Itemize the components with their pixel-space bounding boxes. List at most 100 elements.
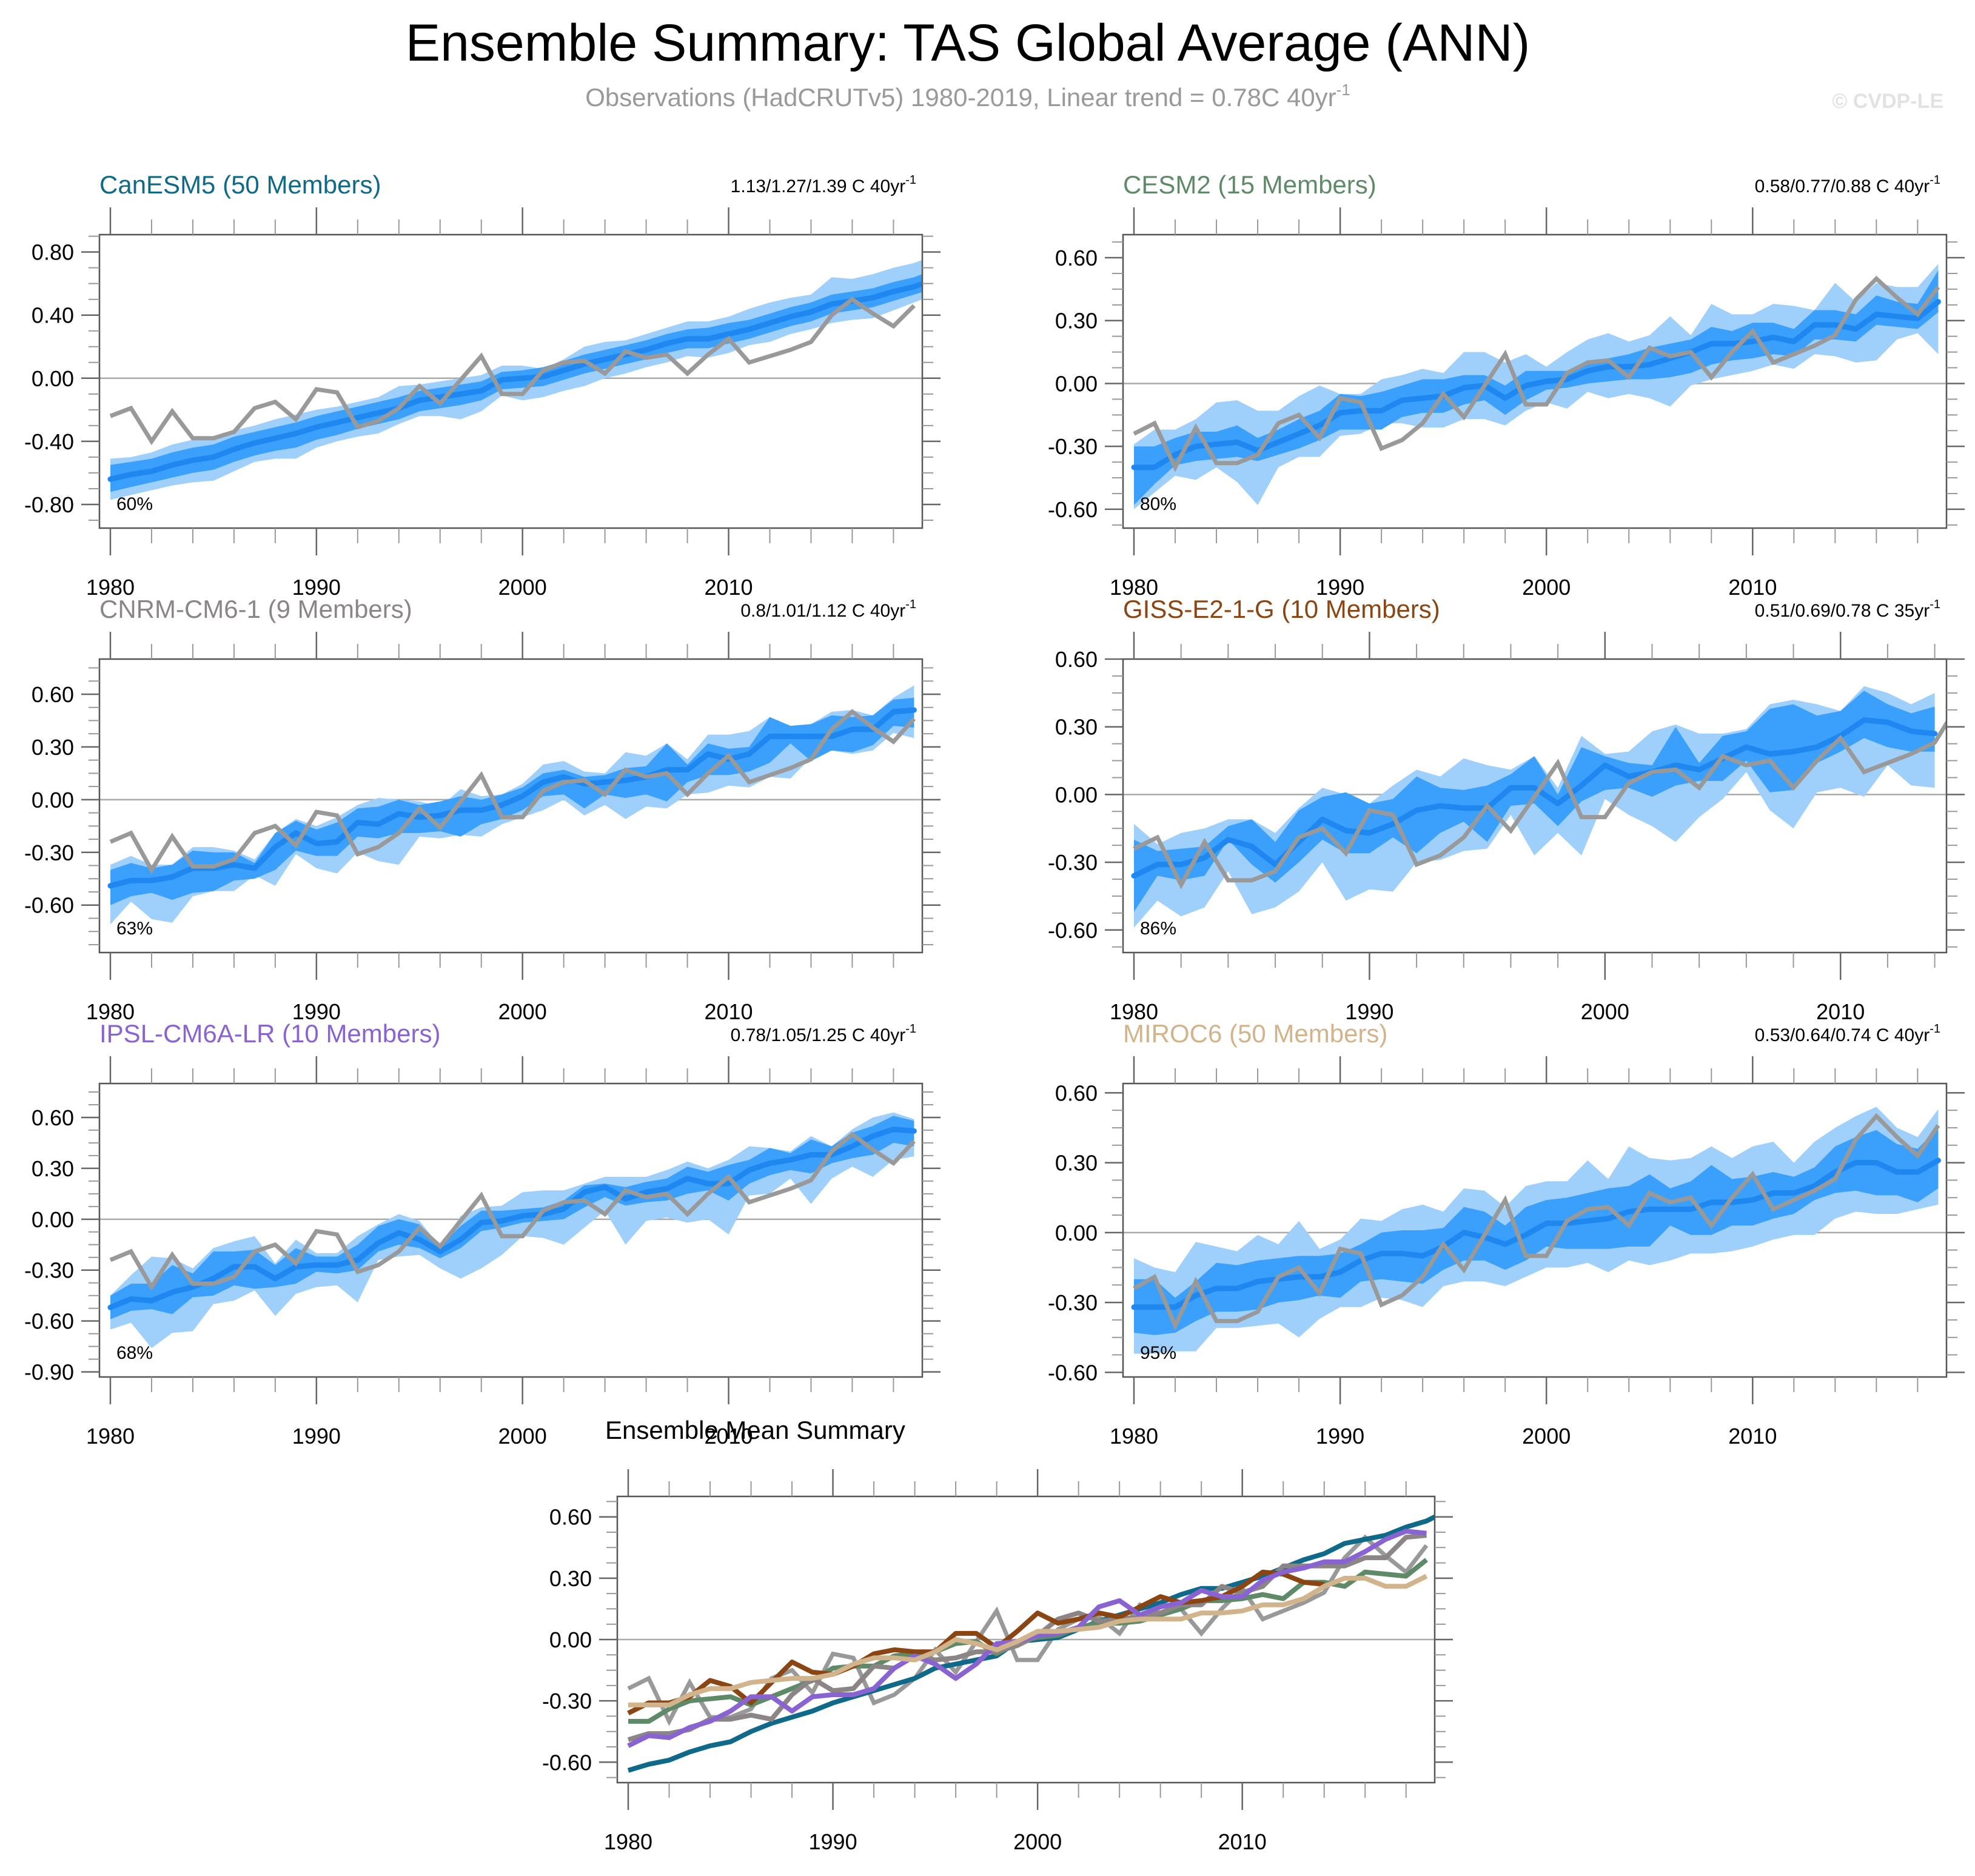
trend-text: 0.51/0.69/0.78 C 35yr bbox=[1755, 601, 1930, 621]
y-tick-label: 0.60 bbox=[32, 682, 74, 707]
plot-area bbox=[617, 1514, 1435, 1773]
subtitle-superscript: -1 bbox=[1336, 81, 1350, 99]
trend-label: 0.51/0.69/0.78 C 35yr-1 bbox=[1755, 598, 1940, 621]
trend-text: 0.78/1.05/1.25 C 40yr bbox=[731, 1025, 906, 1045]
y-tick-label: -0.30 bbox=[1048, 850, 1098, 875]
plot-frame bbox=[1122, 233, 1948, 529]
x-tick-label: 2000 bbox=[1522, 575, 1571, 600]
y-tick-label: 0.30 bbox=[32, 1156, 74, 1181]
y-tick-label: 0.60 bbox=[1055, 1080, 1098, 1105]
panel-title: CanESM5 (50 Members) bbox=[99, 170, 381, 199]
plot-area bbox=[99, 260, 922, 500]
panel-ensemble-mean-summary: Ensemble Mean Summary -0.60 -0.30 0.00 0.30 0… bbox=[542, 1416, 1453, 1854]
ensemble-mean-line bbox=[1131, 299, 1941, 471]
y-tick-label: 0.60 bbox=[32, 1105, 74, 1130]
plot-frame bbox=[1122, 658, 1948, 954]
series-line-canesm5 bbox=[627, 1514, 1435, 1773]
x-tick-label: 1990 bbox=[292, 575, 341, 600]
figure-subtitle: Observations (HadCRUTv5) 1980-2019, Line… bbox=[585, 81, 1350, 112]
trend-label: 0.78/1.05/1.25 C 40yr-1 bbox=[731, 1022, 916, 1045]
x-tick-label: 2000 bbox=[1522, 1424, 1571, 1449]
observations-line bbox=[1133, 275, 1940, 472]
y-tick-label: 0.30 bbox=[1055, 715, 1098, 740]
x-tick-label: 1990 bbox=[809, 1829, 857, 1854]
y-tick-label: 0.30 bbox=[32, 735, 74, 760]
y-tick-label: 0.40 bbox=[32, 303, 74, 328]
y-tick-label: -0.60 bbox=[1048, 918, 1098, 943]
plot-frame bbox=[98, 658, 924, 954]
trend-superscript: -1 bbox=[1930, 598, 1940, 611]
x-tick-label: 1980 bbox=[604, 1829, 652, 1854]
trend-superscript: -1 bbox=[905, 1022, 916, 1036]
x-tick-label: 1980 bbox=[1110, 999, 1158, 1024]
y-tick-label: 0.00 bbox=[32, 788, 74, 812]
percent-label: 68% bbox=[116, 1343, 153, 1363]
x-tick-label: 1990 bbox=[292, 999, 341, 1024]
y-tick-label: 0.00 bbox=[1055, 1221, 1098, 1245]
panel-cnrm-cm6-1: CNRM-CM6-1 (9 Members) 0.8/1.01/1.12 C 40… bbox=[24, 595, 941, 1024]
x-tick-label: 2000 bbox=[498, 1424, 547, 1449]
y-tick-label: 0.30 bbox=[549, 1566, 592, 1591]
panel-title: CESM2 (15 Members) bbox=[1123, 170, 1376, 199]
y-tick-label: 0.60 bbox=[1055, 246, 1098, 270]
trend-text: 0.58/0.77/0.88 C 40yr bbox=[1755, 176, 1930, 196]
panel-title: IPSL-CM6A-LR (10 Members) bbox=[99, 1019, 440, 1048]
y-tick-label: -0.90 bbox=[24, 1360, 74, 1385]
plot-frame bbox=[1122, 1082, 1948, 1378]
y-tick-label: 0.00 bbox=[549, 1627, 592, 1652]
percent-label: 80% bbox=[1140, 494, 1176, 514]
figure-title: Ensemble Summary: TAS Global Average (AN… bbox=[406, 14, 1531, 72]
y-tick-label: 0.00 bbox=[32, 366, 74, 391]
plot-frame bbox=[98, 1082, 924, 1378]
observations-line bbox=[1133, 719, 1946, 889]
panel-canesm5: CanESM5 (50 Members) 1.13/1.27/1.39 C 40y… bbox=[24, 170, 941, 600]
y-tick-label: 0.30 bbox=[1055, 1151, 1098, 1176]
y-tick-label: 0.00 bbox=[32, 1207, 74, 1232]
trend-superscript: -1 bbox=[1930, 1022, 1940, 1036]
x-tick-label: 2000 bbox=[1581, 999, 1629, 1024]
trend-superscript: -1 bbox=[905, 173, 916, 187]
panel-ipsl-cm6a-lr: IPSL-CM6A-LR (10 Members) 0.78/1.05/1.25 … bbox=[24, 1019, 941, 1449]
x-tick-label: 2000 bbox=[1013, 1829, 1062, 1854]
observations-line bbox=[1133, 1113, 1940, 1332]
observations-line bbox=[109, 709, 916, 874]
y-tick-label: -0.80 bbox=[24, 492, 74, 517]
series-line-miroc6 bbox=[628, 1573, 1428, 1707]
panel-miroc6: MIROC6 (50 Members) 0.53/0.64/0.74 C 40yr… bbox=[1048, 1019, 1965, 1449]
y-tick-label: -0.60 bbox=[1048, 497, 1098, 522]
ensemble-mean-line bbox=[1131, 717, 1938, 879]
trend-superscript: -1 bbox=[905, 598, 916, 611]
panels: CanESM5 (50 Members) 1.13/1.27/1.39 C 40y… bbox=[24, 170, 1965, 1854]
y-tick-label: 0.60 bbox=[549, 1505, 592, 1530]
x-tick-label: 2010 bbox=[704, 1424, 753, 1449]
copyright-label: © CVDP-LE bbox=[1832, 90, 1943, 113]
y-tick-label: 0.60 bbox=[1055, 647, 1098, 672]
x-tick-label: 2010 bbox=[704, 575, 753, 600]
y-tick-label: -0.60 bbox=[24, 1309, 74, 1334]
y-tick-label: -0.30 bbox=[1048, 1290, 1098, 1315]
plot-area bbox=[1123, 1107, 1946, 1354]
plot-area bbox=[99, 685, 922, 925]
x-tick-label: 2010 bbox=[1816, 999, 1865, 1024]
y-tick-label: -0.60 bbox=[542, 1750, 592, 1775]
plot-area bbox=[1123, 264, 1946, 509]
ensemble-mean-line bbox=[1131, 1157, 1941, 1310]
panel-cesm2: CESM2 (15 Members) 0.58/0.77/0.88 C 40yr -… bbox=[1048, 170, 1965, 600]
y-tick-label: -0.60 bbox=[1048, 1360, 1098, 1385]
y-tick-label: -0.30 bbox=[1048, 434, 1098, 459]
trend-text: 1.13/1.27/1.39 C 40yr bbox=[731, 176, 906, 196]
x-tick-label: 1990 bbox=[1316, 575, 1364, 600]
panel-title: MIROC6 (50 Members) bbox=[1123, 1019, 1387, 1048]
series-line-giss-e2-1-g bbox=[627, 1569, 1325, 1715]
band-25-75 bbox=[1134, 691, 1935, 912]
panel-title: CNRM-CM6-1 (9 Members) bbox=[99, 595, 412, 623]
y-tick-label: 0.80 bbox=[32, 240, 74, 265]
x-tick-label: 2000 bbox=[498, 999, 547, 1024]
percent-label: 95% bbox=[1140, 1343, 1176, 1363]
x-tick-label: 1980 bbox=[86, 575, 135, 600]
x-tick-label: 2000 bbox=[498, 575, 547, 600]
trend-label: 0.8/1.01/1.12 C 40yr-1 bbox=[740, 598, 916, 621]
trend-text: 0.53/0.64/0.74 C 40yr bbox=[1755, 1025, 1930, 1045]
plot-frame bbox=[98, 233, 924, 529]
